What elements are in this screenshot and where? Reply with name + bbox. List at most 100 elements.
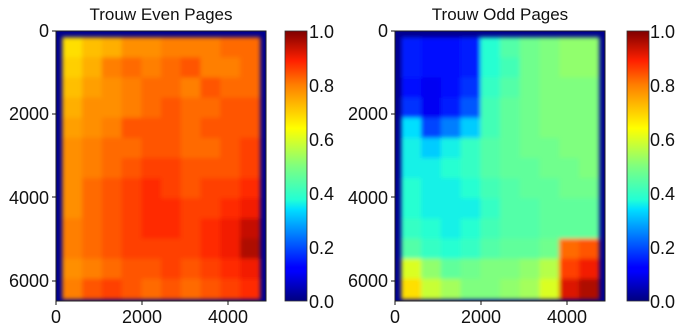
heatmap-cell — [239, 258, 261, 280]
heatmap-cell — [220, 218, 241, 240]
colorbar: 1.0 0.8 0.6 0.4 0.2 0.0 — [284, 22, 334, 312]
heatmap-cell — [559, 178, 580, 199]
heatmap-cell — [460, 37, 481, 58]
heatmap-cell — [200, 158, 221, 179]
colorbar-label: 0.4 — [309, 184, 334, 204]
heatmap-cells — [62, 37, 261, 300]
heatmap-cell — [401, 57, 422, 79]
heatmap-cell — [460, 238, 481, 260]
heatmap-cell — [401, 158, 422, 179]
heatmap-cell — [101, 77, 123, 99]
heatmap-cell — [200, 37, 221, 58]
y-tick-label: 6000 — [348, 271, 388, 291]
heatmap-cell — [578, 137, 600, 159]
heatmap-cell — [460, 258, 481, 280]
heatmap-cell — [401, 77, 422, 99]
heatmap-cell — [440, 278, 462, 300]
heatmap-cell — [578, 178, 600, 199]
heatmap-cell — [500, 178, 521, 199]
heatmap-cell — [82, 278, 103, 300]
heatmap-cell — [62, 278, 83, 300]
heatmap-cell — [559, 278, 580, 300]
heatmap-cell — [519, 198, 541, 219]
heatmap-cell — [220, 117, 241, 139]
y-tick-label: 0 — [378, 21, 388, 41]
heatmap-cell — [121, 178, 142, 199]
heatmap-cell — [500, 278, 521, 300]
heatmap-cell — [220, 137, 241, 159]
colorbar-gradient — [626, 30, 650, 302]
heatmap-cell — [161, 278, 182, 300]
heatmap-cell — [62, 258, 83, 280]
heatmap-cell — [480, 77, 501, 99]
heatmap-cell — [101, 198, 123, 219]
heatmap-cell — [440, 97, 462, 119]
heatmap-cell — [440, 117, 462, 139]
heatmap-cell — [62, 218, 83, 240]
heatmap-cell — [559, 218, 580, 240]
colorbar-label: 1.0 — [309, 22, 334, 42]
heatmap-cells — [401, 37, 600, 300]
heatmap-cell — [539, 158, 560, 179]
heatmap-cell — [519, 37, 541, 58]
heatmap-cell — [440, 178, 462, 199]
heatmap-cell — [460, 57, 481, 79]
heatmap-cell — [82, 238, 103, 260]
heatmap-cell — [161, 57, 182, 79]
heatmap-cell — [480, 137, 501, 159]
heatmap-panel-odd: Trouw Odd Pages 0 2000 4000 6000 0 2000 … — [348, 5, 675, 327]
heatmap-cell — [480, 37, 501, 58]
heatmap-cell — [539, 37, 560, 58]
heatmap-cell — [460, 198, 481, 219]
y-tick-label: 6000 — [9, 271, 49, 291]
heatmap-cell — [101, 178, 123, 199]
y-axis: 0 2000 4000 6000 — [348, 21, 395, 291]
heatmap-cell — [440, 198, 462, 219]
heatmap-cell — [101, 117, 123, 139]
heatmap-cell — [421, 137, 442, 159]
heatmap-cell — [539, 178, 560, 199]
heatmap-cell — [220, 77, 241, 99]
chart-title: Trouw Even Pages — [90, 5, 233, 24]
heatmap-cell — [480, 198, 501, 219]
heatmap-cell — [401, 37, 422, 58]
y-tick-label: 4000 — [348, 188, 388, 208]
heatmap-cell — [239, 77, 261, 99]
heatmap-cell — [239, 117, 261, 139]
heatmap-cell — [239, 57, 261, 79]
heatmap-cell — [220, 198, 241, 219]
heatmap-cell — [101, 158, 123, 179]
chart-title: Trouw Odd Pages — [432, 5, 568, 24]
heatmap-cell — [101, 218, 123, 240]
heatmap-cell — [180, 258, 202, 280]
heatmap-cell — [239, 158, 261, 179]
heatmap-cell — [401, 137, 422, 159]
heatmap-cell — [62, 158, 83, 179]
heatmap-cell — [82, 218, 103, 240]
heatmap-cell — [220, 37, 241, 58]
heatmap-cell — [180, 278, 202, 300]
heatmap-cell — [539, 117, 560, 139]
heatmap-cell — [401, 178, 422, 199]
heatmap-cell — [401, 238, 422, 260]
heatmap-cell — [480, 158, 501, 179]
heatmap-cell — [421, 178, 442, 199]
heatmap-cell — [460, 137, 481, 159]
heatmap-cell — [200, 57, 221, 79]
colorbar-gradient — [284, 30, 308, 302]
heatmap-cell — [121, 158, 142, 179]
x-tick-label: 4000 — [547, 307, 587, 327]
heatmap-cell — [200, 117, 221, 139]
heatmap-cell — [82, 77, 103, 99]
heatmap-cell — [180, 37, 202, 58]
heatmap-cell — [559, 57, 580, 79]
heatmap-cell — [141, 37, 162, 58]
y-tick-label: 2000 — [9, 104, 49, 124]
heatmap-cell — [500, 57, 521, 79]
heatmap-cell — [440, 258, 462, 280]
heatmap-cell — [101, 238, 123, 260]
heatmap-cell — [440, 238, 462, 260]
heatmap-cell — [200, 137, 221, 159]
heatmap-cell — [239, 198, 261, 219]
heatmap-cell — [121, 218, 142, 240]
